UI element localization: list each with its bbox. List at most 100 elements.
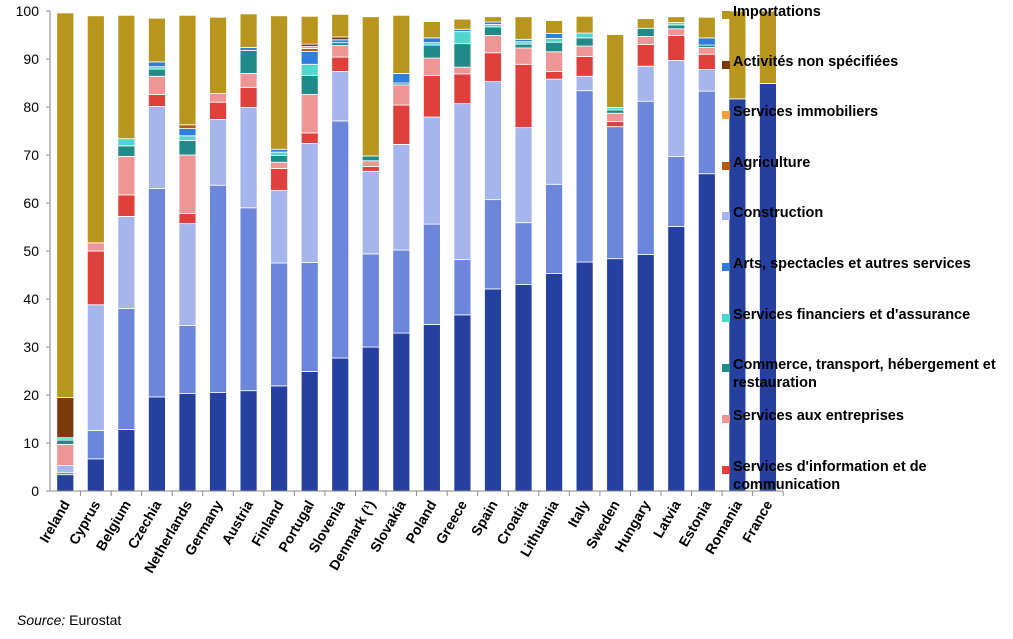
bar-segment	[117, 429, 136, 492]
legend-swatch	[722, 162, 730, 170]
bar-segment	[575, 37, 594, 47]
bar-segment	[178, 124, 197, 130]
legend-label: Importations	[733, 4, 821, 20]
legend-label: Services aux entreprises	[733, 408, 904, 424]
bar-segment	[606, 112, 625, 122]
bar-segment	[331, 39, 350, 44]
stacked-bar-chart: 0 10 20 30 40 50 60 70 80 90 100 IrelandCyprusBelg…	[16, 3, 784, 576]
bar-segment	[636, 44, 655, 67]
bar-segment	[484, 288, 502, 492]
bar-segment	[361, 16, 380, 157]
bar-segment	[148, 106, 166, 189]
bar-segment	[178, 393, 197, 492]
bar-stack	[606, 34, 625, 492]
y-tick-label: 90	[23, 51, 39, 67]
bar-segment	[667, 16, 686, 23]
bar-stack	[453, 18, 472, 492]
bar-segment	[117, 156, 136, 196]
bar-segment	[545, 273, 563, 492]
bar-segment	[514, 222, 533, 285]
bar-segment	[514, 63, 533, 129]
bar-stack	[575, 15, 594, 492]
bar-segment	[545, 41, 563, 53]
bar-segment	[270, 190, 289, 264]
bar-stack	[300, 15, 319, 492]
y-tick-label: 50	[23, 243, 39, 259]
bar-segment	[361, 166, 380, 172]
bar-segment	[484, 199, 502, 290]
bar-segment	[667, 156, 686, 227]
bar-segment	[331, 45, 350, 58]
bar-segment	[86, 304, 105, 431]
bar-segment	[484, 16, 502, 23]
bar-segment	[606, 126, 625, 260]
bar-segment	[270, 151, 289, 156]
bar-segment	[270, 155, 289, 163]
y-axis: 0 10 20 30 40 50 60 70 80 90 100	[16, 3, 51, 499]
bar-segment	[514, 127, 533, 224]
bar-segment	[148, 17, 166, 63]
bar-segment	[636, 18, 655, 29]
bar-segment	[178, 154, 197, 214]
y-tick-label: 40	[23, 291, 39, 307]
bar-segment	[117, 138, 136, 147]
bar-segment	[209, 184, 227, 394]
bar-segment	[545, 71, 563, 80]
y-tick-label: 20	[23, 387, 39, 403]
bar-segment	[331, 36, 350, 41]
bar-segment	[514, 284, 533, 492]
legend-swatch	[722, 263, 730, 271]
bar-segment	[361, 346, 380, 492]
bar-segment	[56, 474, 75, 492]
legend-label: Commerce, transport, hébergement et rest…	[733, 357, 996, 391]
bar-segment	[86, 15, 105, 244]
bar-segment	[148, 75, 166, 95]
bar-segment	[148, 94, 166, 107]
legend-swatch	[722, 11, 730, 19]
bar-segment	[148, 188, 166, 398]
x-tick-label: Italy	[564, 497, 592, 529]
legend-swatch	[722, 466, 730, 474]
bar-segment	[422, 116, 441, 225]
legend-label: Activités non spécifiées	[733, 54, 899, 70]
x-tick-label: Spain	[468, 498, 501, 539]
bar-segment	[300, 15, 319, 45]
legend-label: Services d'information et de communicati…	[733, 459, 927, 493]
bar-segment	[300, 262, 319, 372]
bar-stack	[514, 16, 533, 492]
bar-segment	[759, 10, 777, 84]
bar-segment	[331, 71, 350, 122]
bar-segment	[667, 35, 686, 61]
bar-segment	[239, 13, 258, 48]
bar-stack	[56, 12, 75, 492]
bar-stack	[178, 14, 197, 492]
bar-stack	[422, 21, 441, 492]
bar-segment	[606, 34, 625, 108]
bar-segment	[453, 103, 472, 261]
bar-stack	[331, 13, 350, 492]
bar-segment	[209, 119, 227, 186]
bar-stack	[728, 10, 747, 492]
bar-segment	[300, 74, 319, 95]
bar-segment	[117, 216, 136, 310]
y-tick-label: 30	[23, 339, 39, 355]
bar-segment	[484, 52, 502, 82]
bar-segment	[392, 104, 411, 145]
bar-segment	[86, 250, 105, 306]
bar-segment	[361, 160, 380, 167]
bar-segment	[667, 60, 686, 157]
bar-segment	[392, 84, 411, 106]
bar-segment	[117, 145, 136, 157]
bar-segment	[636, 27, 655, 37]
bar-stack	[117, 14, 136, 492]
bar-segment	[667, 226, 686, 492]
bar-segment	[697, 37, 716, 46]
bar-segment	[575, 32, 594, 39]
bar-segment	[545, 37, 563, 43]
bar-segment	[300, 50, 319, 65]
y-tick-label: 100	[16, 3, 40, 19]
bar-segment	[239, 73, 258, 88]
bar-segment	[270, 148, 289, 153]
bar-segment	[300, 143, 319, 263]
bar-segment	[392, 332, 411, 492]
